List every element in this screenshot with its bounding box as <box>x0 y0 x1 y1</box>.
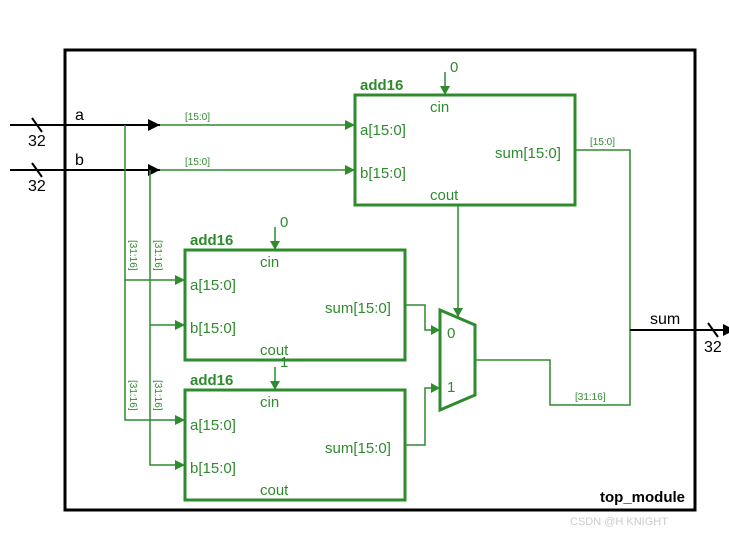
adder-bot-cin: cin <box>260 394 279 411</box>
adder-top-sum: sum[15:0] <box>495 145 561 162</box>
wire-top-sum-label: [15:0] <box>590 137 615 148</box>
input-b-width: 32 <box>28 178 46 195</box>
adder-mid-a: a[15:0] <box>190 277 236 294</box>
wire-b-hi-mid-label: [31:16] <box>152 240 163 271</box>
output-width: 32 <box>704 339 722 356</box>
adder-mid-title: add16 <box>190 232 233 249</box>
adder-top-cout: cout <box>430 187 459 204</box>
adder-mid-cin-val: 0 <box>280 214 288 231</box>
adder-mid-sum: sum[15:0] <box>325 300 391 317</box>
wire-mux-out-label: [31:16] <box>575 392 606 403</box>
adder-bot-b: b[15:0] <box>190 460 236 477</box>
input-a-arrow <box>148 119 160 131</box>
mux-in0: 0 <box>447 325 455 342</box>
wire-a-lo-label: [15:0] <box>185 112 210 123</box>
mux-in1: 1 <box>447 379 455 396</box>
adder-mid-b: b[15:0] <box>190 320 236 337</box>
adder-mid-cin: cin <box>260 254 279 271</box>
output-label: sum <box>650 311 680 328</box>
adder-bot-sum: sum[15:0] <box>325 440 391 457</box>
wire-mux-out <box>475 330 630 405</box>
wire-top-sum-out <box>575 150 630 330</box>
adder-bot-cout: cout <box>260 482 289 499</box>
adder-top-cin: cin <box>430 99 449 116</box>
adder-top-cin-val: 0 <box>450 59 458 76</box>
top-module-diagram: top_module a 32 b 32 [15:0] [15:0] [31:1… <box>10 10 729 534</box>
adder-top-title: add16 <box>360 77 403 94</box>
wire-b-lo-label: [15:0] <box>185 157 210 168</box>
output-arrow <box>723 324 729 336</box>
watermark: CSDN @H KNIGHT <box>570 516 668 528</box>
wire-bot-sum-mux <box>405 388 440 445</box>
input-a-label: a <box>75 107 84 124</box>
adder-top-a: a[15:0] <box>360 122 406 139</box>
wire-a-hi-mid-label: [31:16] <box>127 240 138 271</box>
adder-bot-title: add16 <box>190 372 233 389</box>
input-b-label: b <box>75 152 84 169</box>
adder-bot-a: a[15:0] <box>190 417 236 434</box>
wire-a-hi-bot-label: [31:16] <box>127 380 138 411</box>
top-module-label: top_module <box>600 489 685 506</box>
mux-shape <box>440 310 475 410</box>
adder-bot-cin-val: 1 <box>280 354 288 371</box>
wire-mid-sum-mux <box>405 305 440 330</box>
input-a-width: 32 <box>28 133 46 150</box>
adder-top-b: b[15:0] <box>360 165 406 182</box>
wire-b-hi-bot-label: [31:16] <box>152 380 163 411</box>
